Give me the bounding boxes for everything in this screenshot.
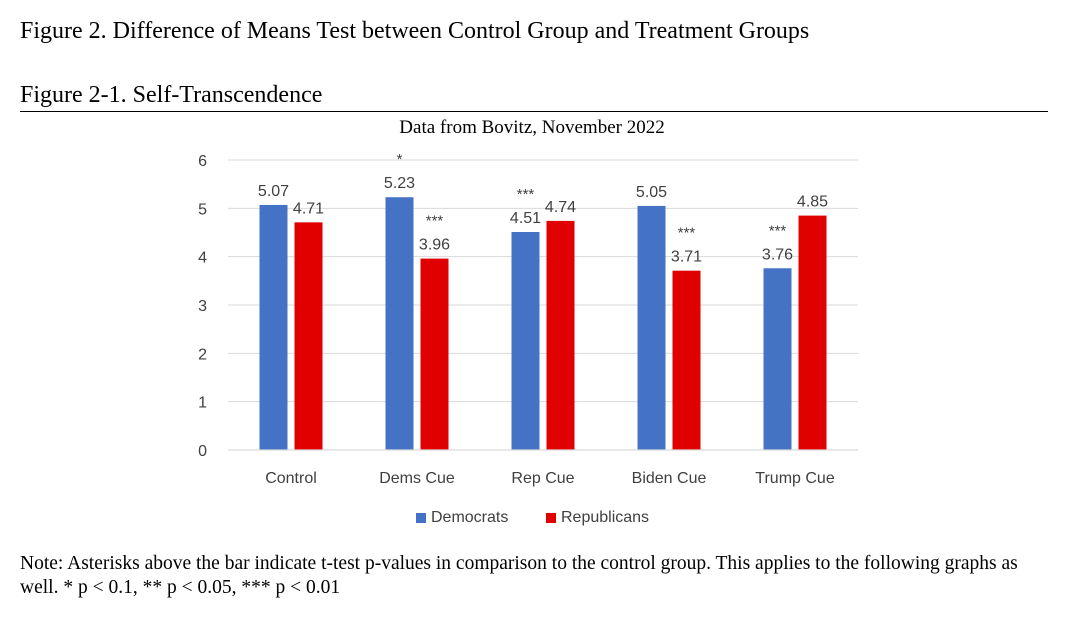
y-axis: 0 1 2 3 4 5 6 — [198, 153, 207, 460]
significance-marker: *** — [426, 213, 444, 230]
data-label: 4.74 — [545, 199, 576, 216]
bar-democrats — [385, 197, 414, 450]
y-tick-label: 3 — [198, 298, 207, 315]
title-rule — [20, 111, 1048, 112]
grid-lines — [228, 159, 858, 451]
data-label: 4.85 — [797, 194, 828, 211]
legend-label-democrats: Democrats — [431, 509, 509, 526]
legend-item-democrats: Democrats — [416, 509, 508, 527]
bar-republicans — [798, 215, 827, 450]
bar-democrats — [763, 268, 792, 450]
data-label: 5.07 — [258, 183, 289, 200]
y-tick-label: 2 — [198, 346, 207, 363]
legend-label-republicans: Republicans — [561, 509, 650, 526]
significance-marker: *** — [678, 225, 696, 242]
figure-note: Note: Asterisks above the bar indicate t… — [20, 553, 1018, 598]
data-label: 4.51 — [510, 210, 541, 227]
data-label: 3.96 — [419, 237, 450, 254]
bar-democrats — [259, 204, 288, 450]
bar-republicans — [672, 270, 701, 450]
data-label: 5.05 — [636, 184, 667, 201]
bar-democrats — [637, 205, 666, 450]
legend-swatch-democrats — [416, 513, 426, 523]
bars: 5.074.71 5.23 * 3.96 *** 4.51 *** 4.74 5.05 3.71 *… — [258, 151, 828, 450]
x-tick-label: Trump Cue — [755, 470, 835, 487]
x-tick-label: Dems Cue — [379, 470, 455, 487]
x-axis: Control Dems Cue Rep Cue Biden Cue Trump Cue — [228, 449, 858, 487]
y-tick-label: 0 — [198, 443, 207, 460]
bar-republicans — [546, 220, 575, 450]
figure-title: Figure 2. Difference of Means Test betwe… — [20, 18, 810, 44]
data-label: 4.71 — [293, 200, 324, 217]
chart-title: Data from Bovitz, November 2022 — [399, 117, 664, 138]
significance-marker: *** — [769, 222, 787, 239]
significance-marker: *** — [517, 186, 535, 203]
data-label: 3.71 — [671, 249, 702, 266]
bar-republicans — [294, 222, 323, 450]
y-tick-label: 6 — [198, 153, 207, 170]
x-tick-label: Control — [265, 470, 317, 487]
data-label: 5.23 — [384, 175, 415, 192]
legend-swatch-republicans — [546, 513, 556, 523]
bar-democrats — [511, 232, 540, 450]
x-tick-label: Biden Cue — [632, 470, 707, 487]
figure-subtitle: Figure 2-1. Self-Transcendence — [20, 82, 323, 108]
data-label: 3.76 — [762, 246, 793, 263]
y-tick-label: 1 — [198, 395, 207, 412]
y-tick-label: 4 — [198, 250, 207, 267]
significance-marker: * — [397, 151, 403, 168]
y-tick-label: 5 — [198, 201, 207, 218]
x-tick-label: Rep Cue — [511, 470, 574, 487]
bar-republicans — [420, 258, 449, 450]
legend-item-republicans: Republicans — [546, 509, 649, 527]
